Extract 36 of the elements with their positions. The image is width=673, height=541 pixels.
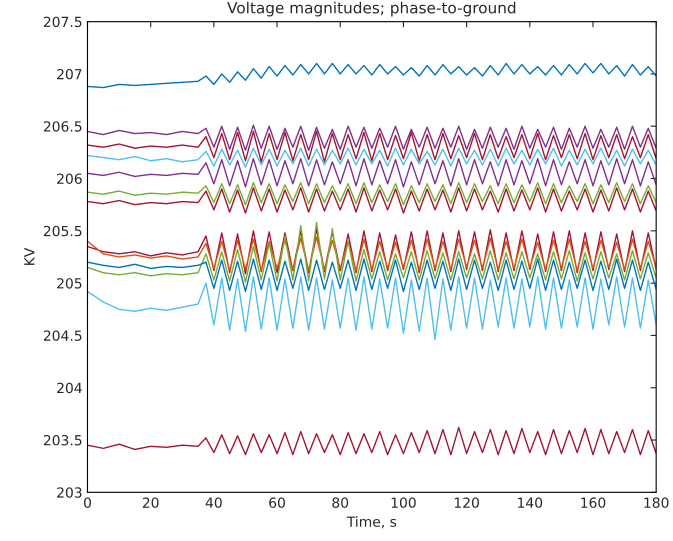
x-tick-label: 20 <box>142 497 159 508</box>
y-tick-label: 203 <box>57 487 82 498</box>
y-tick-label: 205 <box>57 278 82 289</box>
chart-title: Voltage magnitudes; phase-to-ground <box>227 2 516 16</box>
y-tick-label: 204.5 <box>44 330 82 341</box>
y-axis-title: KV <box>24 248 34 265</box>
x-tick-label: 60 <box>269 497 285 508</box>
x-tick-label: 80 <box>332 497 348 508</box>
x-tick-label: 0 <box>84 497 91 508</box>
line-series <box>87 124 656 151</box>
line-series <box>87 222 656 283</box>
line-series <box>87 276 656 340</box>
line-series <box>87 182 656 206</box>
y-tick-label: 205.5 <box>44 226 82 236</box>
y-tick-label: 204 <box>57 382 82 394</box>
y-tick-label: 206.5 <box>44 121 82 132</box>
x-tick-label: 180 <box>644 497 669 508</box>
line-series <box>87 62 656 88</box>
line-series <box>87 258 656 292</box>
x-tick-label: 140 <box>518 497 542 508</box>
y-tick-label: 206 <box>57 174 82 184</box>
x-axis-title: Time, s <box>346 516 396 528</box>
y-tick-label: 207.5 <box>44 16 82 28</box>
line-series <box>87 148 656 168</box>
x-tick-label: 160 <box>581 497 606 508</box>
x-tick-label: 120 <box>454 497 479 508</box>
y-tick-label: 203.5 <box>44 434 82 446</box>
line-series <box>87 236 656 272</box>
line-series <box>87 187 656 214</box>
x-tick-label: 100 <box>392 497 416 508</box>
line-series <box>87 130 656 162</box>
line-series <box>87 158 656 188</box>
line-series <box>87 426 656 456</box>
y-tick-label: 207 <box>57 68 82 80</box>
x-tick-label: 40 <box>206 497 222 508</box>
line-series <box>87 228 656 274</box>
